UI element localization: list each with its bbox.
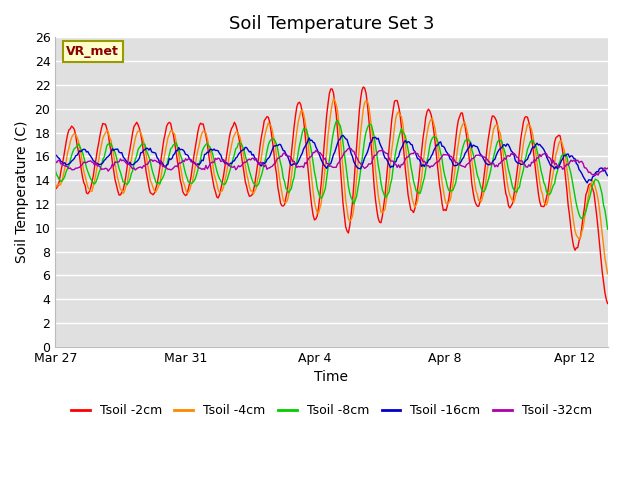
Tsoil -32cm [217,158,225,164]
Title: Soil Temperature Set 3: Soil Temperature Set 3 [228,15,434,33]
Tsoil -32cm [441,152,449,158]
Tsoil -2cm [457,110,465,116]
Tsoil -32cm [550,157,557,163]
Tsoil -16cm [604,173,611,179]
Tsoil -32cm [344,145,352,151]
Tsoil -2cm [217,186,225,192]
Tsoil -4cm [441,196,449,202]
Tsoil -32cm [591,172,599,178]
Tsoil -8cm [457,153,465,158]
Tsoil -16cm [339,132,347,138]
Tsoil -8cm [236,140,244,146]
Tsoil -8cm [51,167,59,173]
Tsoil -32cm [236,164,244,169]
Tsoil -2cm [550,149,557,155]
Tsoil -4cm [550,170,557,176]
Tsoil -8cm [604,227,611,232]
Tsoil -2cm [441,206,449,212]
Tsoil -2cm [358,87,366,93]
Text: VR_met: VR_met [67,45,119,58]
Tsoil -8cm [550,182,557,188]
Tsoil -8cm [333,117,341,123]
Tsoil -16cm [457,159,465,165]
Tsoil -16cm [550,164,557,170]
Tsoil -2cm [51,187,59,192]
Tsoil -2cm [236,141,244,146]
Line: Tsoil -4cm: Tsoil -4cm [55,98,607,274]
Tsoil -16cm [360,159,367,165]
Tsoil -2cm [360,84,367,90]
Tsoil -16cm [584,180,591,186]
Tsoil -8cm [441,173,449,179]
Tsoil -2cm [604,300,611,306]
Line: Tsoil -32cm: Tsoil -32cm [55,148,607,175]
Tsoil -16cm [51,152,59,157]
Tsoil -4cm [604,271,611,276]
Tsoil -16cm [236,150,244,156]
Tsoil -4cm [457,126,465,132]
Tsoil -8cm [360,147,367,153]
X-axis label: Time: Time [314,370,348,384]
Tsoil -16cm [441,145,449,151]
Tsoil -32cm [51,158,59,164]
Legend: Tsoil -2cm, Tsoil -4cm, Tsoil -8cm, Tsoil -16cm, Tsoil -32cm: Tsoil -2cm, Tsoil -4cm, Tsoil -8cm, Tsoi… [66,399,597,422]
Tsoil -32cm [457,163,465,168]
Y-axis label: Soil Temperature (C): Soil Temperature (C) [15,121,29,263]
Line: Tsoil -2cm: Tsoil -2cm [55,87,607,303]
Line: Tsoil -8cm: Tsoil -8cm [55,120,607,229]
Tsoil -32cm [360,164,367,170]
Tsoil -32cm [604,165,611,171]
Tsoil -4cm [236,134,244,140]
Tsoil -4cm [217,189,225,194]
Tsoil -4cm [330,96,337,101]
Tsoil -4cm [51,181,59,187]
Line: Tsoil -16cm: Tsoil -16cm [55,135,607,183]
Tsoil -8cm [217,178,225,184]
Tsoil -16cm [217,152,225,158]
Tsoil -4cm [360,106,367,112]
